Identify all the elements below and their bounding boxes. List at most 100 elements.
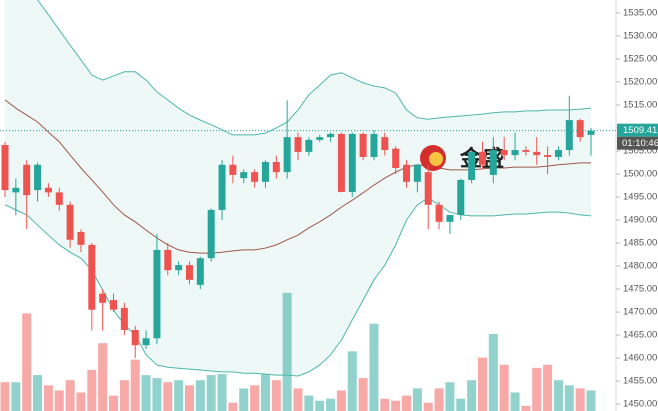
volume-bar	[217, 374, 227, 411]
volume-bar	[423, 402, 433, 411]
candle-body	[12, 187, 20, 193]
candle-body	[77, 231, 85, 245]
candle-body	[316, 137, 324, 140]
y-tick-label: 1485.00	[623, 238, 657, 249]
candle-body	[283, 137, 291, 173]
volume-bar	[22, 313, 32, 411]
y-tick-label: 1495.00	[623, 192, 657, 203]
candle-body	[489, 150, 497, 175]
countdown-label: 01:10:46	[622, 138, 658, 149]
band-line	[36, 0, 592, 136]
y-tick-label: 1505.00	[623, 145, 657, 156]
last-price-box	[617, 123, 658, 137]
candle-body	[327, 133, 335, 138]
countdown-box	[617, 136, 658, 150]
candle-body	[457, 179, 465, 215]
candle-body	[229, 164, 237, 175]
volume-bar	[195, 380, 205, 411]
candle-body	[142, 338, 150, 346]
volume-bar	[586, 390, 596, 411]
volume-bar	[271, 380, 281, 411]
volume-bar	[87, 369, 97, 411]
candle-body	[66, 204, 74, 240]
candle-body	[392, 148, 400, 168]
y-tick-label: 1470.00	[623, 307, 657, 318]
volume-bar	[174, 380, 184, 411]
volume-bar	[434, 388, 444, 411]
candle-body	[294, 137, 302, 152]
plot-area: 金盛	[0, 0, 596, 411]
y-tick-label: 1450.00	[623, 399, 657, 410]
volume-bar	[304, 395, 314, 411]
candle-body	[370, 133, 378, 157]
candle-body	[565, 120, 573, 151]
candle-body	[511, 150, 519, 156]
candle-body	[261, 162, 269, 182]
y-tick-label: 1535.00	[623, 7, 657, 18]
volume-bar	[184, 385, 194, 411]
volume-bar	[445, 382, 455, 411]
volume-bar	[456, 398, 466, 411]
candle-body	[348, 133, 356, 192]
candle-body	[522, 150, 530, 152]
volume-bar	[402, 395, 412, 411]
y-tick-label: 1500.00	[623, 168, 657, 179]
last-price-label: 1509.41	[623, 125, 657, 136]
candle-body	[381, 137, 389, 151]
volume-bar	[521, 405, 531, 411]
volume-bar	[467, 380, 477, 411]
candle-body	[337, 133, 345, 192]
y-tick-label: 1525.00	[623, 53, 657, 64]
volume-bar	[553, 380, 563, 411]
candle-body	[164, 249, 172, 271]
volume-bar	[510, 392, 520, 411]
y-tick-label: 1475.00	[623, 284, 657, 295]
volume-bar	[152, 378, 162, 411]
candle-body	[478, 151, 486, 165]
volume-bar	[564, 385, 574, 411]
candle-body	[359, 133, 367, 157]
volume-bar	[11, 382, 21, 411]
candle-body	[131, 329, 139, 346]
volume-bar	[260, 374, 270, 411]
volume-bar	[499, 364, 509, 411]
candle-body	[185, 265, 193, 280]
y-tick-label: 1480.00	[623, 261, 657, 272]
candle-body	[435, 204, 443, 222]
volume-bar	[239, 388, 249, 411]
band-fill	[5, 0, 591, 377]
volume-bar	[412, 388, 422, 411]
volume-bar	[380, 398, 390, 411]
volume-bar	[163, 382, 173, 411]
volume-bar	[488, 333, 498, 411]
volume-bar	[532, 367, 542, 411]
volume-bar	[358, 378, 368, 411]
volume-bar	[347, 351, 357, 411]
volume-bar	[250, 385, 260, 411]
volume-bar	[76, 392, 86, 411]
volume-bar	[43, 385, 53, 411]
candle-body	[1, 144, 9, 191]
volume-bar	[391, 400, 401, 411]
y-tick-label: 1530.00	[623, 30, 657, 41]
logo-inner	[429, 152, 443, 166]
volume-bar	[543, 364, 553, 411]
candle-body	[88, 244, 96, 310]
candle-body	[533, 151, 541, 156]
candle-body	[554, 150, 562, 157]
candle-body	[240, 172, 248, 179]
candle-body	[207, 209, 215, 259]
candle-body	[153, 249, 161, 339]
volume-bar	[109, 395, 119, 411]
candle-body	[446, 214, 454, 222]
candle-body	[500, 150, 508, 156]
candle-body	[218, 164, 226, 210]
volume-bar	[228, 402, 238, 411]
y-tick-label: 1460.00	[623, 353, 657, 364]
candle-body	[576, 120, 584, 138]
y-tick-label: 1465.00	[623, 330, 657, 341]
candle-body	[120, 307, 128, 330]
volume-bar	[65, 380, 75, 411]
candle-body	[305, 139, 313, 152]
